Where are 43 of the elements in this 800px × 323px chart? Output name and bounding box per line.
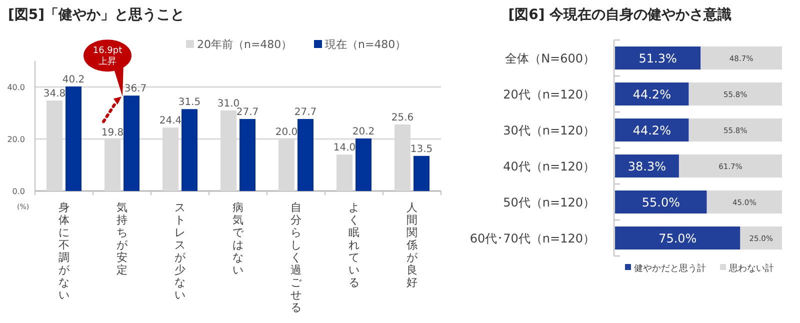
x-tick-label: ストレスが少ない <box>174 201 186 302</box>
legend-label: 20年前（n=480） <box>197 38 292 51</box>
category-label: 自分らしく過ごせる <box>290 201 302 314</box>
legend-label: 健やかだと思う計 <box>634 263 706 274</box>
data-label: 13.5 <box>410 144 433 155</box>
data-label: 75.0% <box>658 232 697 246</box>
y-tick-label: 40.0 <box>7 83 25 92</box>
y-tick-label: 50代（n=120） <box>503 196 595 210</box>
x-tick-label: 気持ちが安定 <box>116 201 128 276</box>
data-label: 44.2% <box>632 124 671 138</box>
x-tick-label: 身体に不調がない <box>58 201 70 302</box>
data-label: 55.0% <box>642 196 680 210</box>
y-tick-label: 40代（n=120） <box>503 160 595 174</box>
x-tick-label: 病気ではない <box>232 201 244 276</box>
data-label: 31.0 <box>217 98 240 110</box>
data-label: 19.8 <box>101 128 124 139</box>
y-tick-label: 0.0 <box>12 187 25 196</box>
data-label: 44.2% <box>632 88 671 102</box>
data-label: 27.7 <box>236 106 259 118</box>
y-tick-label: 全体（N=600） <box>505 52 595 66</box>
data-label: 20.2 <box>352 126 375 138</box>
legend-label: 現在（n=480） <box>325 38 406 51</box>
x-tick-label: 人間関係が良好 <box>406 201 418 289</box>
legend-label: 思わない計 <box>728 263 774 274</box>
data-label: 31.5 <box>178 97 201 108</box>
y-tick-label: 30代（n=120） <box>503 124 595 138</box>
data-label: 51.3% <box>638 52 677 66</box>
data-label: 25.6 <box>391 112 414 124</box>
y-tick-label: 60代･70代（n=120） <box>470 232 595 246</box>
data-label: 38.3% <box>628 160 666 174</box>
y-tick-label: 20.0 <box>7 135 25 144</box>
data-label: 24.4 <box>159 116 182 127</box>
chart-title: [図6] 今現在の自身の健やかさ意識 <box>508 6 732 23</box>
x-tick-label: よく眠れている <box>348 201 360 289</box>
data-label: 14.0 <box>333 142 356 154</box>
data-label: 40.2 <box>62 74 85 86</box>
annotation: 16.9pt 上昇 <box>92 46 123 68</box>
data-label: 27.7 <box>294 106 317 118</box>
y-tick-label: 20代（n=120） <box>503 88 595 102</box>
data-label: 20.0 <box>275 127 298 138</box>
data-label: 34.8 <box>43 88 66 100</box>
data-label: 36.7 <box>124 84 147 95</box>
chart-title: [図5]「健やか」と思うこと <box>8 7 185 23</box>
